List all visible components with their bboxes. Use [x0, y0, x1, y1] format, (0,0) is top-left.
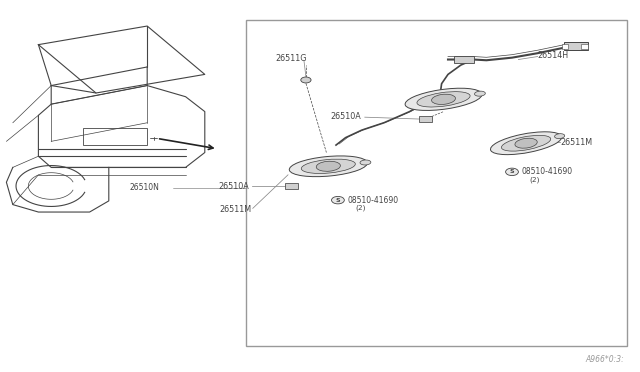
Bar — [83, 128, 147, 145]
Ellipse shape — [301, 159, 355, 173]
Bar — [564, 42, 588, 50]
Text: A966*0:3:: A966*0:3: — [585, 355, 624, 364]
Ellipse shape — [316, 161, 340, 171]
Bar — [285, 183, 298, 189]
Bar — [562, 44, 568, 49]
Text: 26511M: 26511M — [560, 138, 592, 147]
Ellipse shape — [332, 196, 344, 204]
Text: 26510N: 26510N — [129, 183, 159, 192]
Text: 26511G: 26511G — [275, 54, 307, 63]
Ellipse shape — [360, 160, 371, 165]
Ellipse shape — [405, 88, 482, 110]
Text: 26510A: 26510A — [219, 182, 250, 191]
Bar — [419, 116, 432, 122]
Bar — [0, 0, 246, 372]
Ellipse shape — [490, 132, 562, 155]
Text: S: S — [509, 169, 515, 174]
Ellipse shape — [506, 168, 518, 176]
Text: 26510A: 26510A — [331, 112, 362, 121]
Text: 26514H: 26514H — [538, 51, 569, 60]
Text: 26511M: 26511M — [220, 205, 252, 214]
Text: (2): (2) — [529, 176, 540, 183]
Ellipse shape — [501, 135, 551, 151]
Ellipse shape — [417, 92, 470, 107]
Bar — [246, 20, 627, 346]
Text: (2): (2) — [355, 204, 365, 211]
Bar — [454, 56, 474, 63]
Ellipse shape — [301, 77, 311, 83]
Bar — [581, 44, 588, 49]
Text: 08510-41690: 08510-41690 — [522, 167, 573, 176]
Ellipse shape — [289, 156, 367, 177]
Text: S: S — [335, 198, 340, 203]
Ellipse shape — [431, 94, 456, 105]
Ellipse shape — [515, 138, 537, 148]
Ellipse shape — [555, 134, 564, 138]
Ellipse shape — [474, 91, 485, 96]
Text: 08510-41690: 08510-41690 — [348, 196, 399, 205]
